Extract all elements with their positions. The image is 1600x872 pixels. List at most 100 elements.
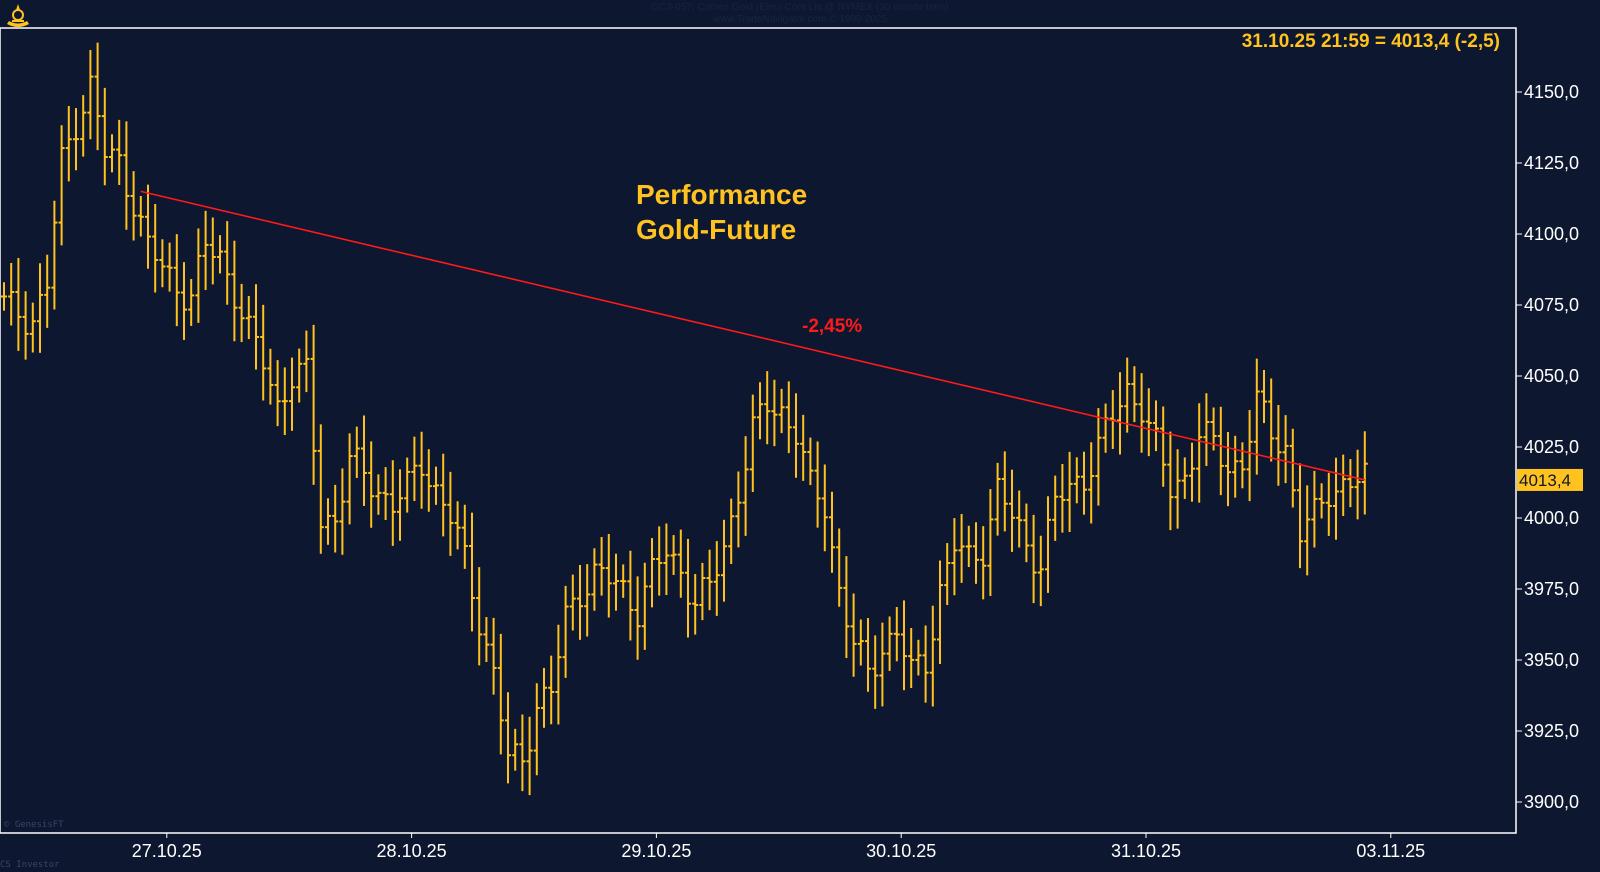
price-bar [865,618,871,692]
y-tick-label: 3900,0 [1524,792,1579,812]
price-bar [267,348,274,405]
price-bar [1289,428,1296,508]
price-bar [224,221,231,305]
price-bar [289,357,295,431]
price-bar [656,526,663,596]
price-bar [821,464,828,552]
price-bar [541,667,547,728]
price-bar [613,553,619,611]
price-bar [814,441,821,528]
price-bar [692,574,699,635]
price-bar [1124,357,1131,433]
price-bar [217,235,223,274]
price-bar [713,541,720,616]
price-bar [1181,457,1188,499]
price-bar [735,471,742,548]
price-bar [785,381,792,454]
price-bar [382,467,389,521]
y-tick-label: 3950,0 [1524,650,1579,670]
performance-label: -2,45% [802,316,862,337]
price-bar [44,254,51,328]
price-bar [73,108,79,171]
price-bar [1232,435,1239,498]
y-axis: 4150,0 4125,0 4100,0 4075,0 4050,0 4025,0 4000… [1516,82,1579,812]
price-bar [505,692,511,784]
price-bar [1318,483,1325,519]
price-bar [1,282,7,311]
price-bar [469,512,475,632]
price-bar [569,574,576,631]
last-price-box [1517,468,1583,491]
price-bar [944,543,951,606]
price-bar [937,560,943,665]
price-bar [1023,503,1030,563]
price-bar [15,258,22,351]
price-bar [749,394,756,493]
price-bar [202,210,209,291]
price-bar [29,302,36,353]
price-bar [1030,514,1037,604]
price-bar [757,382,763,440]
price-bar [584,564,591,637]
price-bar [1340,454,1347,516]
price-bar [843,556,850,659]
price-bar [483,617,490,663]
price-bar [670,535,677,576]
price-bar [1304,485,1311,576]
price-bar [1145,388,1152,457]
price-bar [1153,400,1159,452]
price-bar [1275,405,1282,486]
price-bar [1052,475,1059,541]
price-bar [1333,457,1339,540]
price-bar [1217,406,1224,496]
price-bar [65,105,72,182]
price-bar [677,529,684,598]
price-bar [562,585,569,678]
price-bar [173,234,180,327]
y-tick-label: 4100,0 [1524,224,1579,244]
price-bar [872,635,879,709]
price-bar [1189,442,1195,502]
price-bar [397,469,403,541]
price-bar [901,600,907,691]
price-bar [800,414,807,481]
last-price-text: 4013,4 [1519,471,1571,490]
x-tick-label: 29.10.25 [621,841,691,861]
price-bar [433,466,439,505]
price-bar [51,200,58,310]
price-bar [101,87,108,186]
price-bar [1325,472,1332,536]
price-bar [58,125,65,246]
price-bar [1297,463,1303,569]
price-bar [1073,457,1080,504]
price-bar [425,449,432,512]
price-bar [857,619,864,666]
price-bar [22,291,29,360]
price-bar [555,624,562,725]
price-bar [771,379,778,447]
price-bar [411,436,418,501]
price-bar [1196,403,1203,503]
price-bar [346,433,353,525]
price-bar [389,460,396,546]
price-bar [627,550,634,641]
price-bar [829,491,835,573]
price-bar [728,498,735,564]
price-bar [1081,451,1087,515]
price-bar [145,184,151,269]
price-bar [764,371,771,445]
x-tick-label: 31.10.25 [1111,841,1181,861]
price-bars [1,42,1368,796]
price-bar [1167,431,1174,531]
price-bar [303,330,310,393]
price-bar [339,468,346,555]
chart-title-line1: Performance [636,179,807,210]
price-bar [577,564,583,640]
price-bar [87,50,94,140]
price-bar [951,518,958,596]
price-bar [461,504,468,569]
price-bar [1203,393,1210,467]
price-bar [742,436,749,536]
price-bar [231,240,238,342]
